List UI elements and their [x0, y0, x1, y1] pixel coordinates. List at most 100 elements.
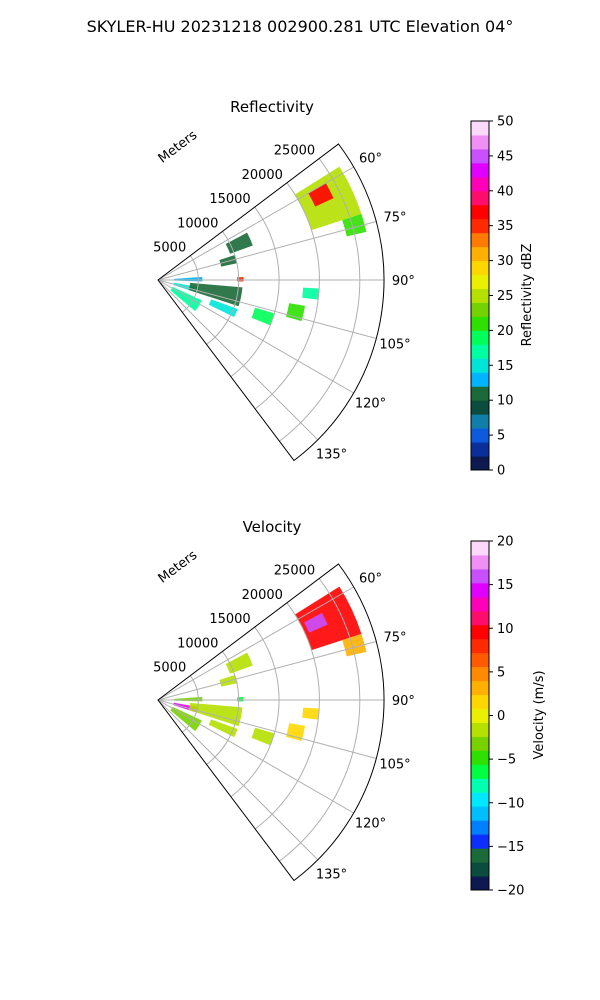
- echo-region: [251, 727, 275, 746]
- azimuth-tick-label: 105°: [379, 338, 410, 353]
- colorbar-segment: [471, 666, 489, 682]
- azimuth-tick-label: 75°: [383, 210, 406, 225]
- radial-tick-label: 10000: [177, 636, 218, 651]
- echo-region: [286, 303, 306, 322]
- azimuth-spoke: [157, 699, 377, 759]
- echo-region: [342, 213, 367, 237]
- azimuth-tick-label: 90°: [392, 694, 415, 709]
- reflectivity-title: Reflectivity: [230, 98, 314, 116]
- colorbar-segment: [471, 148, 489, 164]
- colorbar-segment: [471, 260, 489, 276]
- colorbar-segment: [471, 400, 489, 415]
- azimuth-tick-label: 120°: [355, 397, 386, 412]
- range-ring: [206, 231, 240, 345]
- azimuth-tick-label: 60°: [359, 571, 382, 586]
- colorbar-segment: [471, 778, 489, 793]
- colorbar-segment: [471, 610, 489, 626]
- velocity-tick-labels: 5000 10000 15000 20000 25000 60° 75° 90° 105° 120…: [153, 564, 415, 883]
- radial-tick-label: 5000: [153, 241, 186, 256]
- colorbar-tick-label: −10: [497, 796, 524, 811]
- azimuth-tick-label: 135°: [316, 868, 347, 883]
- velocity-title: Velocity: [243, 518, 302, 536]
- colorbar-segment: [471, 680, 489, 696]
- velocity-grid: [157, 563, 385, 882]
- colorbar-segment: [471, 820, 489, 835]
- colorbar-tick-label: 35: [497, 219, 514, 234]
- echo-region: [342, 633, 367, 657]
- range-ring: [230, 626, 280, 798]
- colorbar-tick-label: 5: [497, 665, 505, 680]
- colorbar-segment: [471, 302, 489, 317]
- colorbar-segment: [471, 694, 489, 710]
- echo-region: [286, 723, 306, 742]
- reflectivity-grid: [157, 143, 385, 462]
- colorbar-segment: [471, 806, 489, 821]
- colorbar-tick-label: 15: [497, 359, 514, 374]
- reflectivity-tick-labels: 5000 10000 15000 20000 25000 60° 75° 90° 105° 120…: [153, 144, 415, 463]
- colorbar-tick-label: 0: [497, 464, 505, 479]
- colorbar-segment: [471, 568, 489, 584]
- colorbar-segment: [471, 428, 489, 443]
- colorbar-tick-label: 20: [497, 324, 514, 339]
- colorbar-segment: [471, 722, 489, 737]
- velocity-radial-label: Meters: [156, 548, 201, 587]
- azimuth-spoke: [157, 279, 354, 394]
- colorbar-segment: [471, 372, 489, 387]
- echo-region: [170, 286, 202, 312]
- colorbar-segment: [471, 358, 489, 373]
- colorbar-segment: [471, 764, 489, 779]
- echo-region: [237, 277, 244, 282]
- colorbar-tick-label: −5: [497, 753, 516, 768]
- colorbar-segment: [471, 456, 489, 471]
- azimuth-tick-label: 105°: [379, 758, 410, 773]
- colorbar-tick-label: 0: [497, 709, 505, 724]
- colorbar-segment: [471, 792, 489, 807]
- colorbar-segment: [471, 862, 489, 877]
- figure-suptitle: SKYLER-HU 20231218 002900.281 UTC Elevat…: [87, 17, 514, 36]
- azimuth-tick-label: 75°: [383, 630, 406, 645]
- colorbar-segment: [471, 541, 489, 556]
- colorbar-tick-label: 10: [497, 394, 514, 409]
- radial-tick-label: 15000: [209, 612, 250, 627]
- colorbar-tick-label: 45: [497, 149, 514, 164]
- radial-tick-label: 5000: [153, 661, 186, 676]
- range-ring: [279, 578, 361, 862]
- colorbar-tick-label: 15: [497, 578, 514, 593]
- colorbar-segment: [471, 554, 489, 570]
- echo-region: [302, 707, 320, 720]
- range-ring: [230, 206, 280, 378]
- colorbar-segment: [471, 834, 489, 849]
- azimuth-tick-label: 60°: [359, 151, 382, 166]
- colorbar-segment: [471, 274, 489, 290]
- sector-outline: [157, 143, 385, 462]
- colorbar-segment: [471, 316, 489, 331]
- velocity-echo-layer: [170, 586, 367, 746]
- colorbar-tick-label: 20: [497, 535, 514, 550]
- colorbar-tick-label: 30: [497, 254, 514, 269]
- colorbar-segment: [471, 330, 489, 345]
- colorbar-segment: [471, 624, 489, 640]
- radial-tick-label: 20000: [242, 168, 283, 183]
- echo-region: [294, 586, 362, 651]
- sector-outline: [157, 563, 385, 882]
- radial-tick-label: 25000: [274, 564, 315, 579]
- azimuth-spoke: [157, 221, 377, 281]
- colorbar-segment: [471, 708, 489, 723]
- velocity-colorbar: −20 −15 −10 −5 0 5 10 15 20: [470, 535, 524, 899]
- echo-region: [208, 719, 238, 738]
- colorbar-segment: [471, 596, 489, 612]
- colorbar-segment: [471, 652, 489, 668]
- reflectivity-panel: Reflectivity 5000 10000 15000 20000 25000 60°…: [153, 98, 535, 479]
- range-ring: [206, 651, 240, 765]
- radial-tick-label: 25000: [274, 144, 315, 159]
- colorbar-tick-label: 25: [497, 289, 514, 304]
- colorbar-segment: [471, 190, 489, 206]
- azimuth-tick-label: 135°: [316, 448, 347, 463]
- range-ring: [181, 675, 199, 733]
- radial-tick-label: 10000: [177, 216, 218, 231]
- range-ring: [181, 255, 199, 313]
- colorbar-segment: [471, 162, 489, 178]
- colorbar-tick-label: 50: [497, 115, 514, 130]
- radial-tick-label: 15000: [209, 192, 250, 207]
- reflectivity-radial-label: Meters: [156, 128, 201, 167]
